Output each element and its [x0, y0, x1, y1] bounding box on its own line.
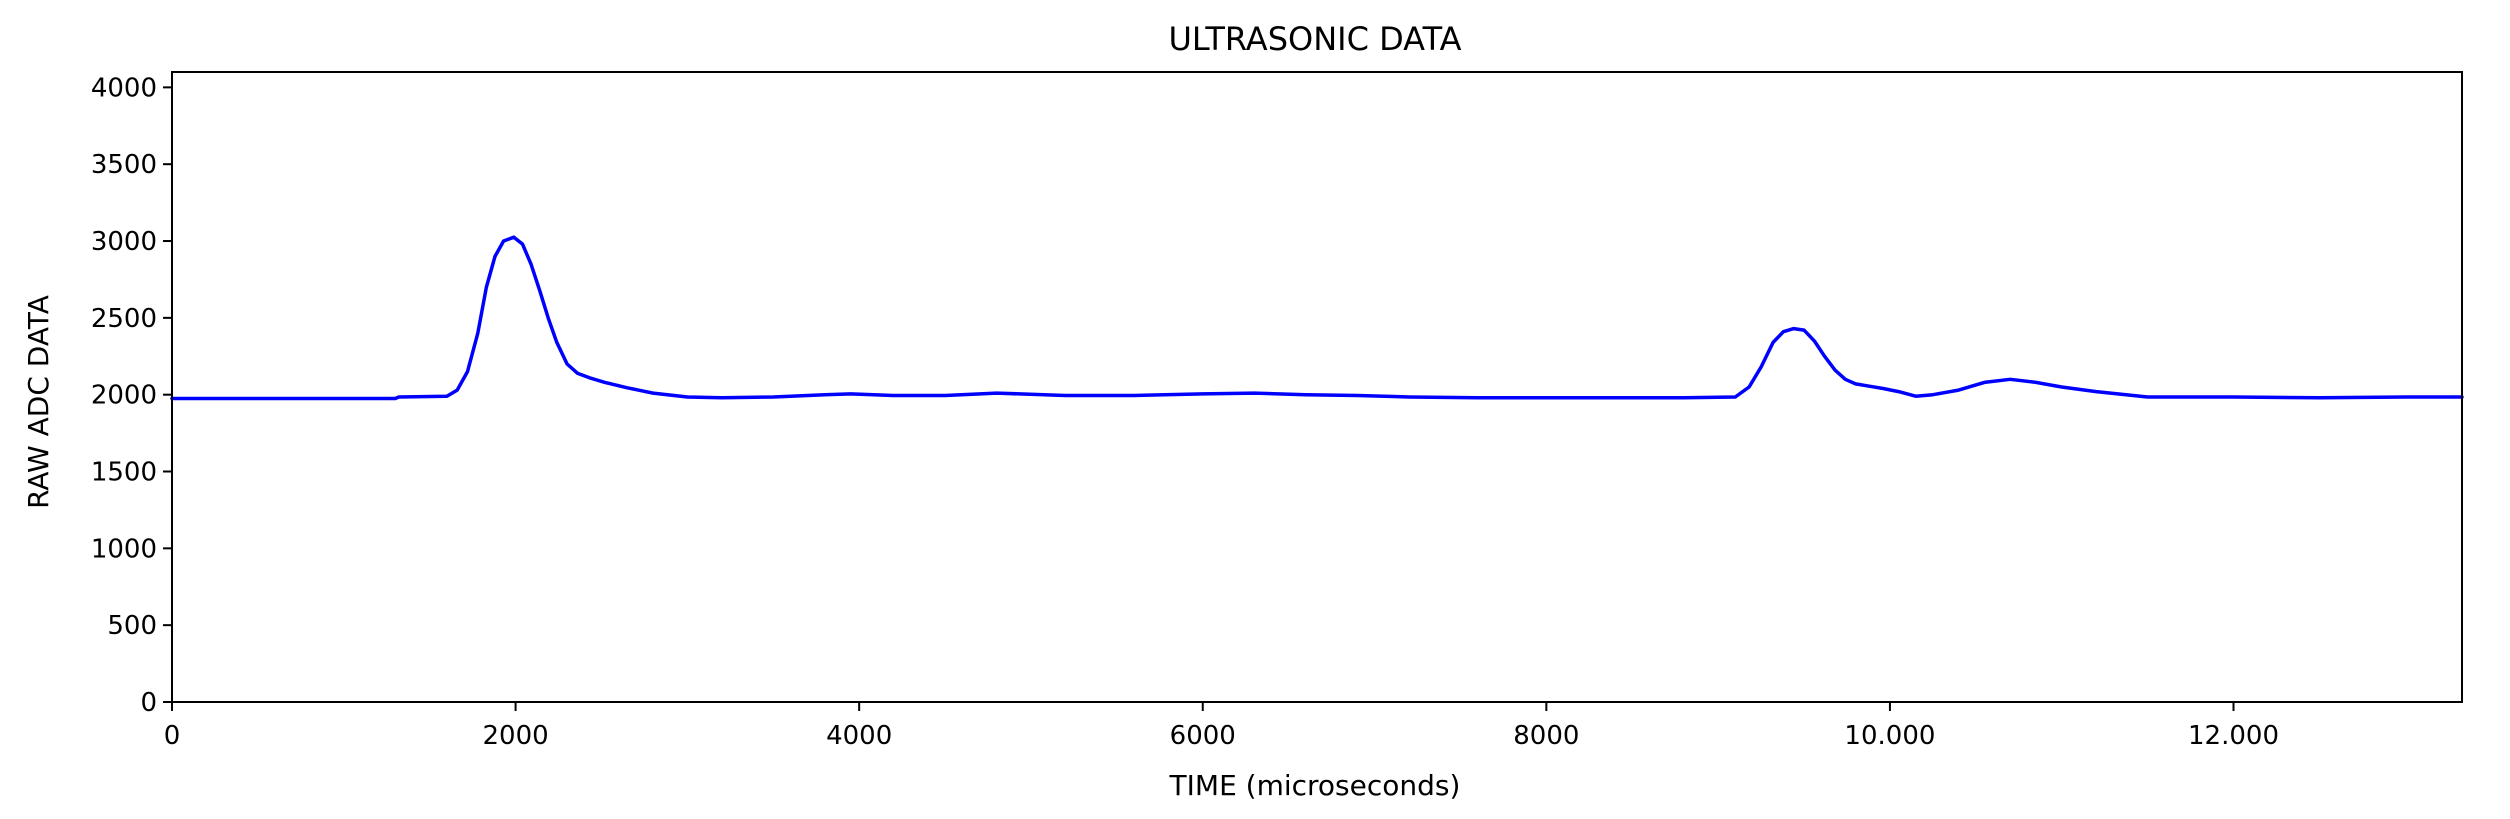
- x-tick-label: 0: [164, 721, 181, 751]
- x-axis-ticks: 0 2000 4000 6000 8000 10.000 12.000: [164, 702, 2279, 751]
- x-tick-label: 4000: [826, 721, 892, 751]
- y-tick-label: 1000: [91, 534, 157, 564]
- y-tick-label: 500: [107, 611, 157, 641]
- x-tick-label: 2000: [482, 721, 548, 751]
- x-tick-label: 10.000: [1844, 721, 1935, 751]
- y-tick-label: 4000: [91, 73, 157, 103]
- y-tick-label: 3000: [91, 227, 157, 257]
- x-tick-label: 12.000: [2188, 721, 2279, 751]
- y-tick-label: 2000: [91, 381, 157, 411]
- y-axis-label: RAW ADC DATA: [22, 295, 55, 509]
- x-axis-label: TIME (microseconds): [1169, 769, 1461, 802]
- y-tick-label: 2500: [91, 304, 157, 334]
- x-tick-label: 6000: [1170, 721, 1236, 751]
- data-series-layer: [170, 235, 2464, 401]
- y-tick-label: 3500: [91, 150, 157, 180]
- plot-frame: [171, 71, 2463, 703]
- y-tick-label: 1500: [91, 458, 157, 488]
- chart-title: ULTRASONIC DATA: [1168, 20, 1461, 58]
- series-line: [170, 235, 2464, 401]
- y-axis-ticks: 0 500 1000 1500 2000 2500 3000 3500 4000: [91, 73, 172, 718]
- y-tick-label: 0: [140, 688, 157, 718]
- x-tick-label: 8000: [1513, 721, 1579, 751]
